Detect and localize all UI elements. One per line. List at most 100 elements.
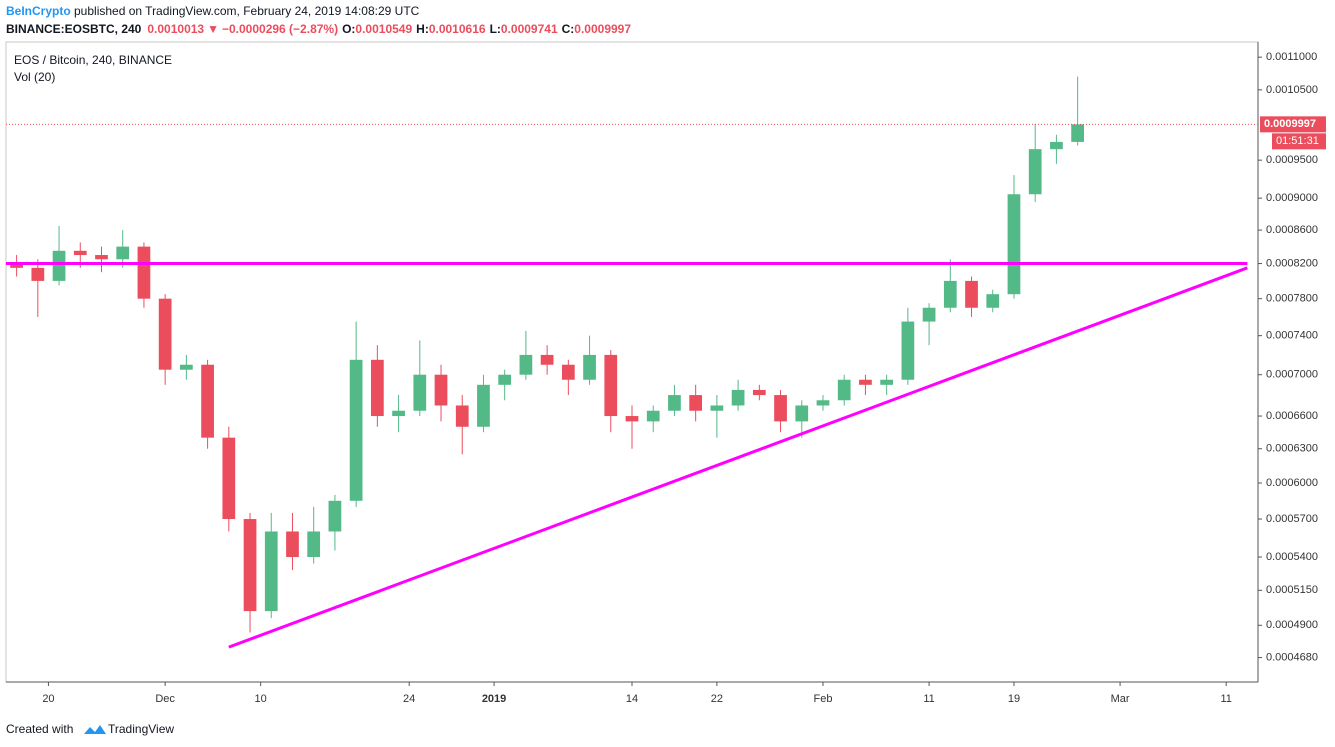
y-tick-label: 0.0007400	[1266, 330, 1318, 342]
candle-body	[795, 405, 809, 422]
y-tick-label: 0.0005150	[1266, 584, 1318, 596]
candle-body	[328, 500, 342, 532]
footer-text: Created with	[6, 722, 73, 736]
y-tick-label: 0.0008200	[1266, 257, 1318, 269]
y-tick-label: 0.0008600	[1266, 224, 1318, 236]
ohlc-label: O:	[342, 22, 355, 36]
header-line: BeInCrypto published on TradingView.com,…	[6, 4, 420, 18]
candle-body	[646, 410, 660, 422]
ohlc-value: 0.0009741	[501, 22, 558, 36]
x-tick-label: 11	[923, 693, 934, 705]
y-tick-label: 0.0006000	[1266, 477, 1318, 489]
candle-body	[1028, 149, 1042, 195]
ohlc-label: L:	[490, 22, 501, 36]
y-tick-label: 0.0005400	[1266, 551, 1318, 563]
countdown: 01:51:31	[1276, 135, 1319, 147]
candle-body	[222, 437, 236, 520]
candle-body	[349, 359, 363, 501]
y-tick-label: 0.0009500	[1266, 154, 1318, 166]
y-tick-label: 0.0006600	[1266, 410, 1318, 422]
candle-body	[10, 263, 23, 268]
candle-body	[264, 531, 278, 612]
candle-body	[73, 250, 87, 256]
x-tick-label: 2019	[482, 693, 506, 705]
y-tick-label: 0.0006300	[1266, 443, 1318, 455]
x-tick-label: 14	[626, 693, 638, 705]
candle-body	[816, 400, 830, 406]
candle-body	[52, 250, 66, 281]
ohlc-label: C:	[562, 22, 575, 36]
y-tick-label: 0.0010500	[1266, 84, 1318, 96]
candle-body	[965, 280, 978, 308]
x-tick-label: 19	[1008, 693, 1020, 705]
author: BeInCrypto	[6, 4, 71, 18]
candle-body	[1007, 194, 1021, 295]
candle-body	[922, 307, 936, 322]
footer-brand: TradingView	[108, 722, 174, 736]
candle-body	[668, 395, 681, 411]
quote-line: BINANCE:EOSBTC, 240 0.0010013 ▼ −0.0000296 …	[6, 22, 631, 36]
candle-body	[477, 384, 490, 427]
candle-body	[604, 354, 618, 417]
candle-body	[859, 379, 872, 385]
candle-body	[540, 354, 554, 365]
candle-body	[519, 354, 533, 375]
chart-title: EOS / Bitcoin, 240, BINANCE	[14, 53, 172, 67]
last: 0.0010013	[147, 22, 204, 36]
x-tick-label: 24	[403, 693, 415, 705]
ohlc-value: 0.0010549	[355, 22, 412, 36]
last-price-box	[1260, 116, 1326, 133]
candle-body	[201, 364, 214, 438]
candle-body	[498, 374, 512, 385]
published: published on TradingView.com, February 2…	[71, 4, 420, 18]
ohlc-value: 0.0009997	[574, 22, 631, 36]
candle-body	[731, 389, 745, 406]
symbol: BINANCE:EOSBTC, 240	[6, 22, 142, 36]
candle-body	[837, 379, 851, 401]
y-tick-label: 0.0005700	[1266, 513, 1318, 525]
y-tick-label: 0.0004900	[1266, 619, 1318, 631]
y-tick-label: 0.0004680	[1266, 651, 1318, 663]
x-tick-label: 11	[1220, 693, 1231, 705]
candle-body	[901, 321, 915, 380]
candle-body	[180, 364, 193, 370]
x-tick-label: 20	[42, 693, 54, 705]
candle-body	[413, 374, 427, 411]
x-tick-label: Mar	[1111, 693, 1130, 705]
candle-body	[880, 379, 894, 385]
candle-body	[1071, 124, 1084, 142]
candle-body	[689, 395, 703, 411]
candle-body	[752, 389, 766, 396]
candle-body	[434, 374, 448, 406]
chart-subtitle: Vol (20)	[14, 70, 55, 84]
last-price-label: 0.0009997	[1264, 118, 1316, 130]
candle-body	[1050, 141, 1063, 150]
candle-body	[583, 354, 596, 380]
candle-body	[286, 531, 299, 558]
candle-body	[158, 298, 172, 370]
y-tick-label: 0.0007800	[1266, 293, 1318, 305]
candle-body	[561, 364, 575, 380]
candle-body	[243, 519, 257, 612]
y-tick-label: 0.0011000	[1266, 51, 1317, 63]
ohlc-value: 0.0010616	[429, 22, 486, 36]
candle-body	[95, 255, 108, 260]
candle-body	[31, 267, 45, 281]
candle-body	[455, 405, 469, 427]
plot-frame	[5, 41, 1259, 683]
candle-body	[307, 531, 321, 558]
countdown-box	[1272, 133, 1326, 150]
arrow: ▼	[207, 22, 219, 36]
footer-logo	[84, 725, 106, 734]
trend-line	[228, 266, 1248, 649]
candle-body	[392, 410, 405, 417]
ohlc-label: H:	[416, 22, 429, 36]
candle-body	[943, 280, 957, 308]
candle-body	[370, 359, 384, 417]
candle-body	[625, 416, 639, 422]
candle-body	[986, 294, 1000, 308]
change: −0.0000296 (−2.87%)	[222, 22, 338, 36]
x-tick-label: Dec	[155, 693, 175, 705]
x-tick-label: 22	[711, 693, 723, 705]
